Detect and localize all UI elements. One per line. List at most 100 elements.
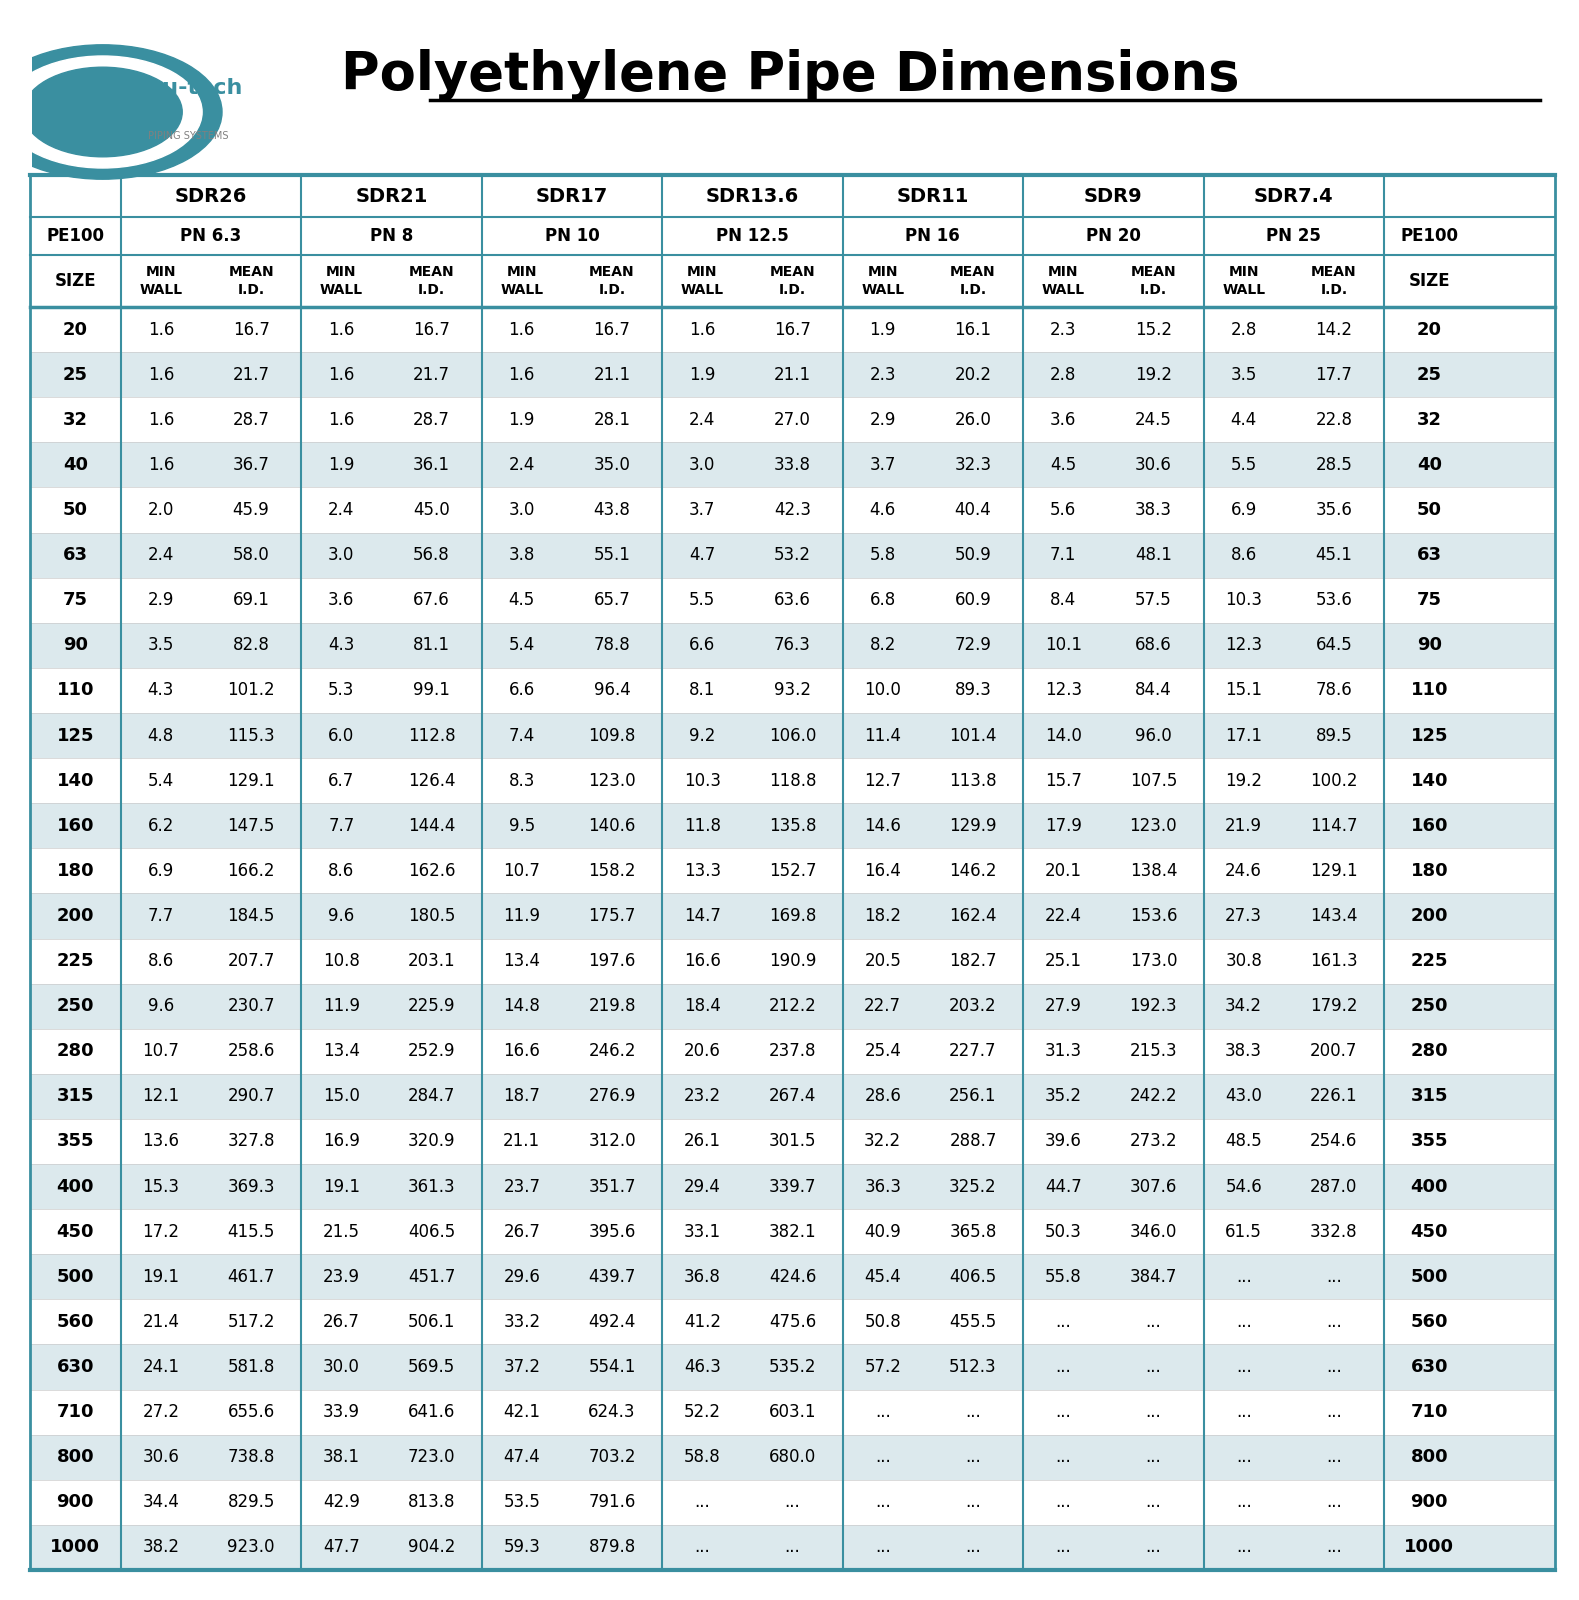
Text: 226.1: 226.1 bbox=[1311, 1088, 1358, 1106]
Text: 101.4: 101.4 bbox=[949, 726, 996, 744]
Text: SDR11: SDR11 bbox=[897, 187, 970, 205]
Text: 18.7: 18.7 bbox=[504, 1088, 540, 1106]
Text: 30.6: 30.6 bbox=[1135, 456, 1172, 474]
Bar bbox=[30, 533, 1555, 578]
Text: 23.2: 23.2 bbox=[684, 1088, 722, 1106]
Text: 21.7: 21.7 bbox=[232, 366, 270, 384]
Bar bbox=[30, 984, 1555, 1029]
Text: 19.1: 19.1 bbox=[322, 1178, 360, 1195]
Text: 315: 315 bbox=[57, 1088, 95, 1106]
Text: 56.8: 56.8 bbox=[414, 546, 450, 565]
Text: 207.7: 207.7 bbox=[227, 952, 275, 970]
Text: PN 8: PN 8 bbox=[369, 227, 414, 245]
Text: 655.6: 655.6 bbox=[227, 1403, 275, 1421]
Text: 5.5: 5.5 bbox=[688, 590, 715, 610]
Text: 33.8: 33.8 bbox=[774, 456, 812, 474]
Text: ...: ... bbox=[1326, 1358, 1342, 1376]
Text: 20.1: 20.1 bbox=[1045, 862, 1082, 880]
Text: 107.5: 107.5 bbox=[1129, 771, 1176, 790]
Text: SDR7.4: SDR7.4 bbox=[1254, 187, 1334, 205]
Text: 900: 900 bbox=[1410, 1493, 1448, 1512]
Text: 18.4: 18.4 bbox=[684, 997, 720, 1014]
Text: 680.0: 680.0 bbox=[769, 1448, 816, 1466]
Text: 237.8: 237.8 bbox=[769, 1042, 816, 1061]
Text: 146.2: 146.2 bbox=[949, 862, 996, 880]
Text: ...: ... bbox=[1236, 1403, 1252, 1421]
Text: 624.3: 624.3 bbox=[589, 1403, 636, 1421]
Text: 24.1: 24.1 bbox=[142, 1358, 180, 1376]
Text: 10.1: 10.1 bbox=[1045, 637, 1082, 654]
Text: 78.8: 78.8 bbox=[594, 637, 630, 654]
Text: ...: ... bbox=[1055, 1539, 1071, 1557]
Text: 17.9: 17.9 bbox=[1045, 816, 1082, 835]
Text: 5.8: 5.8 bbox=[870, 546, 895, 565]
Text: SDR17: SDR17 bbox=[535, 187, 608, 205]
Text: 361.3: 361.3 bbox=[407, 1178, 455, 1195]
Text: 135.8: 135.8 bbox=[769, 816, 816, 835]
Text: 68.6: 68.6 bbox=[1135, 637, 1172, 654]
Text: 45.0: 45.0 bbox=[414, 501, 450, 518]
Text: 64.5: 64.5 bbox=[1315, 637, 1352, 654]
Text: 24.6: 24.6 bbox=[1225, 862, 1262, 880]
Text: 113.8: 113.8 bbox=[949, 771, 996, 790]
Text: 284.7: 284.7 bbox=[407, 1088, 455, 1106]
Text: 7.7: 7.7 bbox=[328, 816, 354, 835]
Text: 219.8: 219.8 bbox=[589, 997, 636, 1014]
Text: 21.7: 21.7 bbox=[414, 366, 450, 384]
Text: 60.9: 60.9 bbox=[955, 590, 992, 610]
Text: ...: ... bbox=[1326, 1493, 1342, 1512]
Text: ...: ... bbox=[1236, 1448, 1252, 1466]
Text: 179.2: 179.2 bbox=[1311, 997, 1358, 1014]
Text: 50.9: 50.9 bbox=[955, 546, 992, 565]
Text: 14.0: 14.0 bbox=[1045, 726, 1082, 744]
Text: 34.2: 34.2 bbox=[1225, 997, 1262, 1014]
Text: 54.6: 54.6 bbox=[1225, 1178, 1262, 1195]
Text: 26.7: 26.7 bbox=[504, 1222, 540, 1240]
Text: 9.5: 9.5 bbox=[508, 816, 535, 835]
Text: 287.0: 287.0 bbox=[1311, 1178, 1358, 1195]
Text: 1.6: 1.6 bbox=[508, 320, 535, 339]
Text: 1.9: 1.9 bbox=[870, 320, 895, 339]
Text: 7.7: 7.7 bbox=[148, 907, 174, 925]
Text: 28.7: 28.7 bbox=[232, 411, 270, 429]
Text: 800: 800 bbox=[57, 1448, 95, 1466]
Text: 43.8: 43.8 bbox=[594, 501, 630, 518]
Text: 126.4: 126.4 bbox=[407, 771, 455, 790]
Text: 41.2: 41.2 bbox=[684, 1314, 720, 1331]
Text: 225.9: 225.9 bbox=[407, 997, 455, 1014]
Text: 4.4: 4.4 bbox=[1230, 411, 1257, 429]
Text: 25.1: 25.1 bbox=[1045, 952, 1082, 970]
Text: 15.2: 15.2 bbox=[1135, 320, 1172, 339]
Text: 560: 560 bbox=[1410, 1314, 1448, 1331]
Text: 57.5: 57.5 bbox=[1135, 590, 1172, 610]
Text: 129.9: 129.9 bbox=[949, 816, 996, 835]
Text: 2.4: 2.4 bbox=[688, 411, 715, 429]
Text: 2.3: 2.3 bbox=[870, 366, 895, 384]
Text: 492.4: 492.4 bbox=[589, 1314, 636, 1331]
Text: MIN
WALL: MIN WALL bbox=[861, 266, 905, 296]
Text: 36.1: 36.1 bbox=[414, 456, 450, 474]
Text: ...: ... bbox=[1326, 1314, 1342, 1331]
Text: 332.8: 332.8 bbox=[1311, 1222, 1358, 1240]
Text: 45.1: 45.1 bbox=[1315, 546, 1352, 565]
Text: MIN
WALL: MIN WALL bbox=[139, 266, 183, 296]
Text: 35.0: 35.0 bbox=[594, 456, 630, 474]
Text: 140: 140 bbox=[1410, 771, 1448, 790]
Text: 153.6: 153.6 bbox=[1129, 907, 1178, 925]
Text: ...: ... bbox=[1055, 1314, 1071, 1331]
Text: 225: 225 bbox=[1410, 952, 1448, 970]
Text: ...: ... bbox=[1236, 1314, 1252, 1331]
Text: 369.3: 369.3 bbox=[227, 1178, 275, 1195]
Text: 43.0: 43.0 bbox=[1225, 1088, 1262, 1106]
Text: 738.8: 738.8 bbox=[227, 1448, 275, 1466]
Text: PIPING SYSTEMS: PIPING SYSTEMS bbox=[148, 131, 227, 141]
Bar bbox=[30, 1525, 1555, 1570]
Text: 15.1: 15.1 bbox=[1225, 682, 1262, 699]
Text: ...: ... bbox=[965, 1493, 981, 1512]
Text: ...: ... bbox=[875, 1539, 891, 1557]
Text: 451.7: 451.7 bbox=[407, 1267, 455, 1286]
Text: 36.8: 36.8 bbox=[684, 1267, 720, 1286]
Text: 904.2: 904.2 bbox=[407, 1539, 455, 1557]
Text: 569.5: 569.5 bbox=[407, 1358, 455, 1376]
Text: 16.1: 16.1 bbox=[954, 320, 992, 339]
